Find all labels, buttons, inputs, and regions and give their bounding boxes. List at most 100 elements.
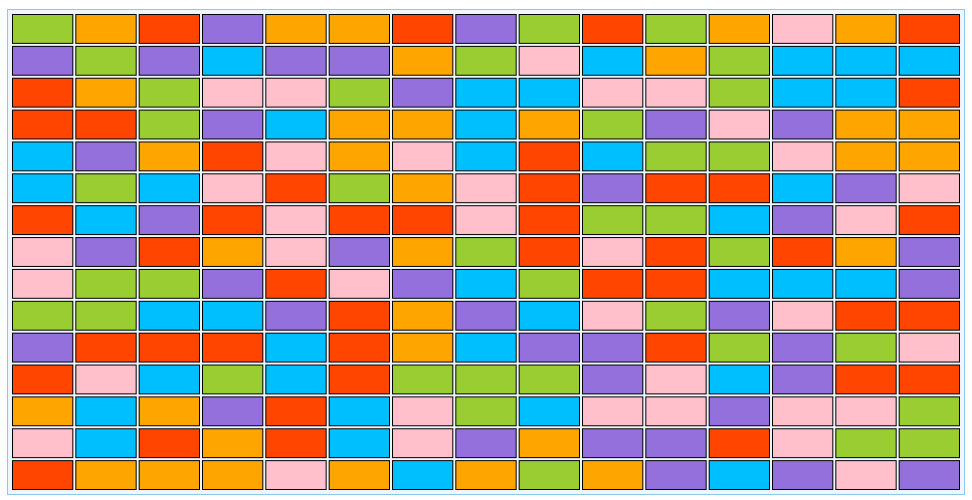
tile[interactable] bbox=[518, 205, 581, 236]
tile[interactable] bbox=[75, 332, 137, 363]
tile[interactable] bbox=[328, 460, 391, 491]
tile[interactable] bbox=[392, 109, 454, 140]
tile[interactable] bbox=[138, 14, 200, 44]
tile[interactable] bbox=[392, 460, 454, 491]
tile[interactable] bbox=[265, 460, 327, 491]
tile[interactable] bbox=[582, 300, 644, 331]
tile[interactable] bbox=[835, 237, 897, 267]
tile[interactable] bbox=[328, 205, 391, 236]
tile[interactable] bbox=[392, 364, 454, 395]
tile[interactable] bbox=[265, 268, 327, 299]
tile[interactable] bbox=[12, 268, 74, 299]
tile[interactable] bbox=[455, 14, 517, 44]
tile[interactable] bbox=[518, 77, 581, 108]
tile[interactable] bbox=[12, 109, 74, 140]
tile[interactable] bbox=[518, 428, 581, 459]
tile[interactable] bbox=[392, 77, 454, 108]
tile[interactable] bbox=[898, 428, 960, 459]
tile[interactable] bbox=[898, 14, 960, 44]
tile[interactable] bbox=[392, 173, 454, 204]
tile[interactable] bbox=[265, 14, 327, 44]
tile[interactable] bbox=[835, 268, 897, 299]
tile[interactable] bbox=[12, 300, 74, 331]
tile[interactable] bbox=[138, 141, 200, 172]
tile[interactable] bbox=[75, 45, 137, 76]
tile[interactable] bbox=[898, 45, 960, 76]
tile[interactable] bbox=[518, 460, 581, 491]
tile[interactable] bbox=[518, 141, 581, 172]
tile[interactable] bbox=[138, 332, 200, 363]
tile[interactable] bbox=[582, 460, 644, 491]
tile[interactable] bbox=[898, 364, 960, 395]
tile[interactable] bbox=[392, 428, 454, 459]
tile[interactable] bbox=[645, 77, 707, 108]
tile[interactable] bbox=[75, 237, 137, 267]
tile[interactable] bbox=[202, 332, 264, 363]
tile[interactable] bbox=[12, 396, 74, 427]
tile[interactable] bbox=[708, 205, 770, 236]
tile[interactable] bbox=[835, 45, 897, 76]
tile[interactable] bbox=[328, 45, 391, 76]
tile[interactable] bbox=[12, 173, 74, 204]
tile[interactable] bbox=[772, 173, 834, 204]
tile[interactable] bbox=[835, 141, 897, 172]
tile[interactable] bbox=[708, 45, 770, 76]
tile[interactable] bbox=[835, 332, 897, 363]
tile[interactable] bbox=[75, 14, 137, 44]
tile[interactable] bbox=[772, 364, 834, 395]
tile[interactable] bbox=[708, 428, 770, 459]
tile[interactable] bbox=[202, 364, 264, 395]
tile[interactable] bbox=[202, 45, 264, 76]
tile[interactable] bbox=[265, 77, 327, 108]
tile[interactable] bbox=[645, 300, 707, 331]
tile[interactable] bbox=[645, 109, 707, 140]
tile[interactable] bbox=[202, 237, 264, 267]
tile[interactable] bbox=[392, 332, 454, 363]
tile[interactable] bbox=[328, 364, 391, 395]
tile[interactable] bbox=[772, 460, 834, 491]
tile[interactable] bbox=[518, 237, 581, 267]
tile[interactable] bbox=[582, 205, 644, 236]
tile[interactable] bbox=[645, 237, 707, 267]
tile[interactable] bbox=[708, 364, 770, 395]
tile[interactable] bbox=[898, 173, 960, 204]
tile[interactable] bbox=[708, 396, 770, 427]
tile[interactable] bbox=[328, 173, 391, 204]
tile[interactable] bbox=[708, 237, 770, 267]
tile[interactable] bbox=[898, 141, 960, 172]
tile[interactable] bbox=[138, 364, 200, 395]
tile[interactable] bbox=[708, 109, 770, 140]
tile[interactable] bbox=[772, 205, 834, 236]
tile[interactable] bbox=[898, 205, 960, 236]
tile[interactable] bbox=[392, 300, 454, 331]
tile[interactable] bbox=[772, 300, 834, 331]
tile[interactable] bbox=[12, 141, 74, 172]
tile[interactable] bbox=[708, 300, 770, 331]
tile[interactable] bbox=[835, 173, 897, 204]
tile[interactable] bbox=[12, 460, 74, 491]
tile[interactable] bbox=[392, 268, 454, 299]
tile[interactable] bbox=[645, 460, 707, 491]
tile[interactable] bbox=[645, 428, 707, 459]
tile[interactable] bbox=[138, 173, 200, 204]
tile[interactable] bbox=[75, 141, 137, 172]
tile[interactable] bbox=[582, 173, 644, 204]
tile[interactable] bbox=[835, 205, 897, 236]
tile[interactable] bbox=[772, 45, 834, 76]
tile[interactable] bbox=[645, 396, 707, 427]
tile[interactable] bbox=[708, 77, 770, 108]
tile[interactable] bbox=[645, 45, 707, 76]
tile[interactable] bbox=[772, 237, 834, 267]
tile[interactable] bbox=[582, 428, 644, 459]
tile[interactable] bbox=[202, 460, 264, 491]
tile[interactable] bbox=[835, 364, 897, 395]
tile[interactable] bbox=[392, 14, 454, 44]
tile[interactable] bbox=[772, 141, 834, 172]
tile[interactable] bbox=[708, 173, 770, 204]
tile[interactable] bbox=[455, 141, 517, 172]
tile[interactable] bbox=[518, 332, 581, 363]
tile[interactable] bbox=[265, 396, 327, 427]
tile[interactable] bbox=[645, 14, 707, 44]
tile[interactable] bbox=[708, 14, 770, 44]
tile[interactable] bbox=[75, 396, 137, 427]
